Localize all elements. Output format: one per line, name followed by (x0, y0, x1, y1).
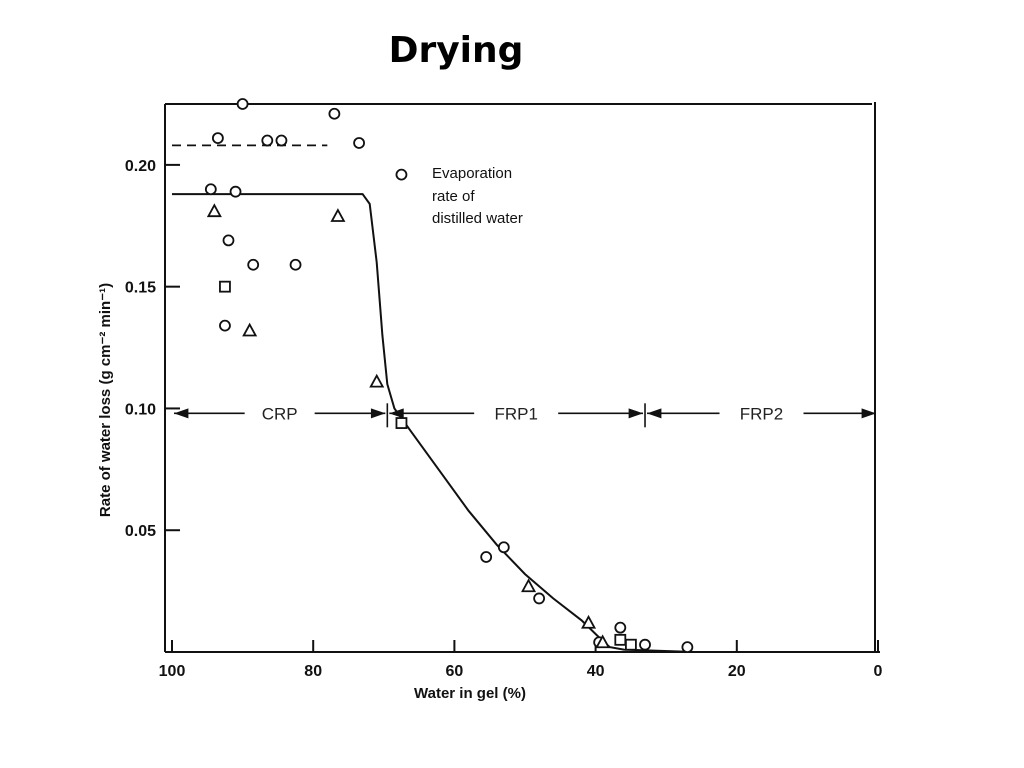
y-tick-label: 0.15 (125, 280, 156, 297)
circle-point (222, 234, 235, 247)
circle-point (219, 319, 231, 332)
annotation-line: rate of (432, 188, 475, 205)
chart-axes (164, 102, 880, 653)
square-point (625, 638, 637, 651)
triangle-point (369, 373, 385, 388)
triangle-point (595, 634, 611, 649)
x-tick-label: 40 (587, 663, 605, 680)
circle-point (497, 541, 510, 554)
region-arrowhead (389, 408, 404, 419)
square-point (614, 633, 627, 646)
data-points (204, 98, 694, 654)
circle-point (247, 258, 260, 271)
y-tick-label: 0.05 (125, 523, 156, 540)
circle-point (395, 168, 408, 181)
circle-point (614, 621, 627, 634)
circle-point (204, 183, 217, 196)
annotation: Evaporation rate of distilled water (432, 165, 523, 227)
region-arrowhead (370, 408, 386, 419)
circle-point (229, 185, 242, 198)
circle-point (236, 98, 249, 110)
y-tick-label: 0.20 (125, 158, 156, 175)
triangle-point (521, 578, 537, 593)
x-axis-title: Water in gel (%) (414, 685, 526, 702)
triangle-point (242, 322, 258, 337)
circle-point (353, 137, 365, 149)
circle-point (289, 258, 302, 271)
x-ticks: 100 80 60 40 20 0 (159, 640, 883, 680)
circle-point (480, 551, 493, 563)
annotation-line: distilled water (432, 210, 523, 227)
x-tick-label: 0 (874, 663, 883, 680)
y-ticks: 0.05 0.10 0.15 0.20 (125, 158, 180, 540)
x-tick-label: 100 (159, 663, 186, 680)
y-tick-label: 0.10 (125, 401, 156, 418)
circle-point (211, 132, 224, 144)
circle-point (328, 107, 341, 120)
region-label: CRP (262, 404, 298, 423)
circle-point (275, 134, 288, 147)
annotation-line: Evaporation (432, 165, 512, 182)
region-markers: CRP FRP1 FRP2 (174, 403, 876, 428)
region-arrowhead (647, 408, 662, 419)
region-arrowhead (861, 408, 876, 419)
x-tick-label: 80 (304, 663, 322, 680)
circle-point (639, 638, 651, 651)
x-tick-label: 20 (728, 663, 746, 680)
y-axis-title: Rate of water loss (g cm⁻² min⁻¹) (97, 283, 114, 517)
region-label: FRP1 (494, 404, 537, 423)
triangle-point (330, 208, 346, 222)
x-tick-label: 60 (446, 663, 464, 680)
circle-point (681, 641, 694, 654)
region-arrowhead (628, 408, 644, 419)
slide-title: Drying (388, 30, 524, 71)
circle-point (261, 134, 274, 147)
triangle-point (581, 614, 597, 629)
triangle-point (206, 203, 222, 218)
circle-point (533, 592, 546, 605)
region-label: FRP2 (740, 404, 783, 423)
square-point (395, 417, 408, 429)
region-arrowhead (174, 408, 189, 419)
square-point (219, 280, 231, 293)
